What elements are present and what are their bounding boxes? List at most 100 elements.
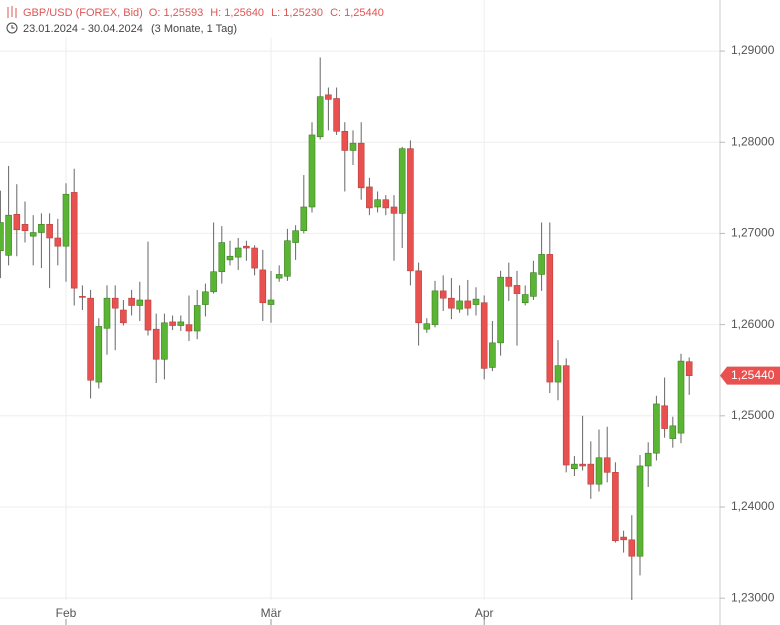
candle-body <box>70 192 78 289</box>
candle-body <box>612 472 619 542</box>
candle-icon <box>7 6 17 18</box>
candle-body <box>169 321 176 326</box>
candle-body <box>54 237 62 247</box>
x-tick-label: Feb <box>56 606 77 620</box>
clock-icon <box>6 22 18 34</box>
candle-body <box>5 214 12 256</box>
candle-body <box>95 326 103 383</box>
price-tag-label: 1,25440 <box>731 368 775 382</box>
y-tick-label: 1,29000 <box>731 43 775 57</box>
y-tick-label: 1,24000 <box>731 499 775 513</box>
candle-body <box>521 294 529 304</box>
candle-body <box>161 322 168 360</box>
candle-body <box>571 463 578 469</box>
candle-body <box>407 148 414 272</box>
candle-body <box>546 254 554 383</box>
date-range: 23.01.2024 - 30.04.2024 <box>23 23 143 35</box>
candle-body <box>185 324 193 332</box>
candle-body <box>259 269 267 304</box>
candle-body <box>193 305 201 332</box>
candle-body <box>661 405 668 429</box>
candle-body <box>374 199 381 208</box>
candle-body <box>620 536 627 541</box>
ohlc-label: L: 1,25230 <box>271 7 323 19</box>
candle-body <box>505 276 513 287</box>
candle-body <box>628 539 636 557</box>
period: (3 Monate, 1 Tag) <box>151 23 237 35</box>
candle-body <box>423 323 431 330</box>
chart-title: GBP/USD (FOREX, Bid) <box>23 7 143 19</box>
candle-body <box>177 321 185 326</box>
candle-body <box>538 254 545 275</box>
candle-body <box>21 224 29 231</box>
candle-body <box>152 328 160 360</box>
price-tag <box>720 366 780 385</box>
candle-body <box>464 300 472 309</box>
candle-body <box>489 342 496 368</box>
candle-body <box>13 213 21 231</box>
ohlc-label: O: 1,25593 <box>149 7 203 19</box>
candle-body <box>390 206 398 214</box>
candle-body <box>111 297 119 309</box>
y-tick-label: 1,26000 <box>731 317 775 331</box>
candle-body <box>513 285 521 294</box>
candle-body <box>87 297 94 381</box>
candle-body <box>677 360 685 434</box>
candle-body <box>554 365 562 383</box>
candle-body <box>562 365 570 466</box>
candles <box>0 57 693 600</box>
candle-body <box>472 298 480 305</box>
candle-body <box>103 297 111 329</box>
candle-body <box>234 247 242 258</box>
candle-body <box>644 452 652 467</box>
candle-body <box>579 463 586 467</box>
candle-body <box>46 224 53 239</box>
candle-body <box>120 309 127 324</box>
candle-body <box>325 94 332 100</box>
candle-body <box>210 271 217 293</box>
candle-body <box>349 142 357 151</box>
ohlc-label: H: 1,25640 <box>210 7 264 19</box>
candle-body <box>685 361 693 376</box>
y-tick-label: 1,25000 <box>731 408 775 422</box>
candle-body <box>38 224 45 233</box>
candle-body <box>144 299 152 331</box>
x-tick-label: Apr <box>475 606 494 620</box>
candle-body <box>603 457 611 473</box>
y-tick-label: 1,23000 <box>731 590 775 604</box>
candle-body <box>308 134 316 208</box>
candle-body <box>29 232 37 237</box>
candle-body <box>587 463 595 485</box>
candle-body <box>415 270 422 324</box>
candle-body <box>456 300 463 310</box>
candle-body <box>202 291 209 305</box>
candle-body <box>497 276 504 344</box>
candle-body <box>448 297 455 309</box>
candle-body <box>333 98 340 132</box>
candle-body <box>243 245 250 249</box>
candle-body <box>62 193 70 247</box>
candle-body <box>251 247 258 269</box>
candle-body <box>275 274 283 279</box>
candle-body <box>480 302 488 369</box>
y-tick-label: 1,28000 <box>731 134 775 148</box>
candle-body <box>218 242 226 273</box>
candle-body <box>382 199 390 209</box>
candle-body <box>79 296 86 298</box>
header-bg <box>0 0 300 38</box>
candle-body <box>316 96 324 138</box>
y-tick-label: 1,27000 <box>731 226 775 240</box>
candle-body <box>366 186 373 209</box>
candle-body <box>595 457 603 485</box>
ohlc-label: C: 1,25440 <box>330 7 384 19</box>
candle-body <box>431 290 439 325</box>
candle-body <box>530 272 537 297</box>
candle-body <box>226 255 234 261</box>
candle-body <box>0 222 4 252</box>
candle-body <box>357 142 365 189</box>
candle-body <box>636 465 644 557</box>
candle-body <box>284 240 291 277</box>
candle-body <box>439 290 447 299</box>
candle-body <box>398 148 406 214</box>
